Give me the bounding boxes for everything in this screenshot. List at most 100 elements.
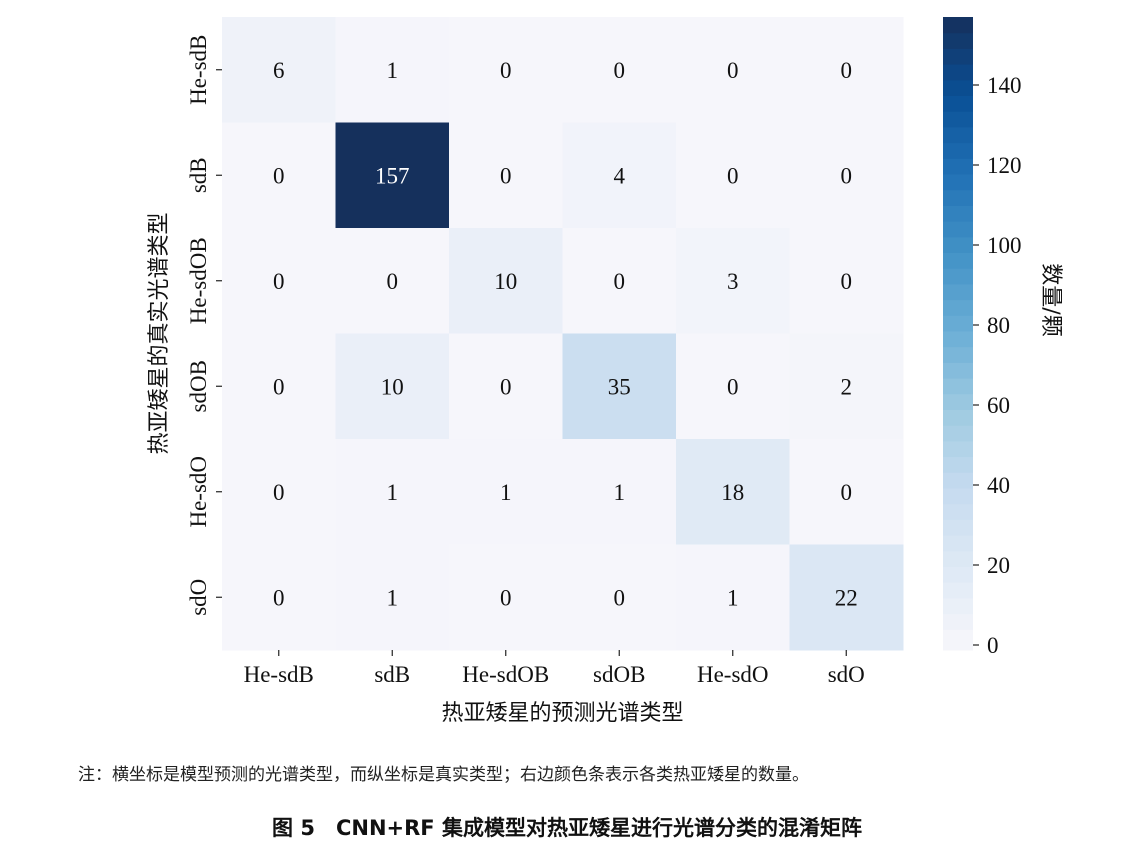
cell-value-label: 22 <box>835 585 858 610</box>
colorbar-segment <box>943 346 973 363</box>
colorbar-segment <box>943 126 973 144</box>
figure-caption: 图 5 CNN+RF 集成模型对热亚矮星进行光谱分类的混淆矩阵 <box>272 816 862 840</box>
cell-value-label: 0 <box>841 480 853 505</box>
cell-value-label: 18 <box>721 480 744 505</box>
cell-value-label: 0 <box>273 163 285 188</box>
cell-value-label: 0 <box>727 374 739 399</box>
heatmap-cell <box>562 439 677 545</box>
colorbar-segment <box>943 299 973 316</box>
x-tick-label: sdO <box>828 662 865 687</box>
heatmap-cell <box>676 17 790 123</box>
colorbar-tick-label: 120 <box>987 153 1022 178</box>
colorbar-segment <box>943 378 973 395</box>
heatmap-cell <box>676 333 790 440</box>
heatmap-cell <box>222 17 336 123</box>
colorbar-segment <box>943 252 973 269</box>
heatmap-cell <box>449 544 563 651</box>
colorbar-segment <box>943 17 973 34</box>
heatmap-cell <box>789 333 904 440</box>
colorbar-segment <box>943 283 973 301</box>
heatmap-cell <box>449 333 563 440</box>
x-axis-label: 热亚矮星的预测光谱类型 <box>441 701 683 726</box>
cell-value-label: 1 <box>727 585 739 610</box>
cell-value-label: 4 <box>614 163 626 188</box>
y-tick-label: He-sdO <box>186 456 211 528</box>
cell-value-label: 0 <box>273 374 285 399</box>
heatmap-cell <box>562 544 677 651</box>
y-tick-label: He-sdB <box>186 35 211 105</box>
colorbar-segment <box>943 440 973 458</box>
colorbar-tick-label: 20 <box>987 553 1010 578</box>
cell-value-label: 10 <box>381 374 404 399</box>
cell-value-label: 0 <box>841 269 853 294</box>
heatmap-cell <box>335 228 450 334</box>
heatmap-cell <box>789 439 904 545</box>
heatmap-cell <box>222 544 336 651</box>
heatmap-cell <box>562 333 677 440</box>
y-tick-label: sdO <box>186 579 211 616</box>
colorbar-segment <box>943 535 973 552</box>
colorbar-segment <box>943 393 973 410</box>
colorbar-segment <box>943 236 973 253</box>
colorbar-tick-label: 100 <box>987 233 1022 258</box>
heatmap-cell <box>676 122 790 229</box>
colorbar-tick-label: 60 <box>987 393 1010 418</box>
cell-value-label: 0 <box>727 58 739 83</box>
cell-value-label: 0 <box>500 58 512 83</box>
cell-value-label: 0 <box>273 585 285 610</box>
heatmap-cell <box>222 228 336 334</box>
colorbar-segment <box>943 205 973 222</box>
colorbar-segment <box>943 315 973 332</box>
cell-value-label: 2 <box>841 374 853 399</box>
colorbar-segment <box>943 566 973 583</box>
y-tick-label: sdOB <box>186 360 211 412</box>
heatmap-cell <box>335 333 450 440</box>
cell-value-label: 0 <box>500 163 512 188</box>
cell-value-label: 1 <box>614 480 626 505</box>
x-tick-label: He-sdOB <box>462 662 549 687</box>
heatmap-cell <box>562 228 677 334</box>
colorbar-segment <box>943 95 973 112</box>
colorbar-segment <box>943 456 973 473</box>
colorbar-segment <box>943 111 973 128</box>
colorbar-segment <box>943 472 973 489</box>
cell-value-label: 0 <box>273 480 285 505</box>
heatmap-cell <box>335 122 450 229</box>
cell-value-label: 0 <box>841 58 853 83</box>
colorbar-segment <box>943 268 973 285</box>
cell-value-label: 0 <box>727 163 739 188</box>
figure-note: 注：横坐标是模型预测的光谱类型，而纵坐标是真实类型；右边颜色条表示各类热亚矮星的… <box>78 765 809 785</box>
heatmap-cell <box>222 439 336 545</box>
cell-value-label: 1 <box>500 480 512 505</box>
colorbar-tick-label: 0 <box>987 633 999 658</box>
heatmap-cell <box>449 17 563 123</box>
x-tick-label: sdB <box>374 662 410 687</box>
cell-value-label: 0 <box>387 269 399 294</box>
colorbar-segment <box>943 613 973 630</box>
heatmap-cell <box>449 439 563 545</box>
colorbar-segment <box>943 409 973 426</box>
colorbar-segment <box>943 64 973 81</box>
x-tick-label: sdOB <box>593 662 645 687</box>
colorbar-segment <box>943 488 973 505</box>
colorbar-label: 数量/颗 <box>1038 263 1063 336</box>
heatmap-cell <box>676 439 790 545</box>
cell-value-label: 0 <box>614 269 626 294</box>
x-tick-label: He-sdO <box>697 662 769 687</box>
colorbar-segment <box>943 597 973 615</box>
y-axis-label: 热亚矮星的真实光谱类型 <box>147 212 172 454</box>
heatmap-cell <box>449 122 563 229</box>
colorbar-segment <box>943 550 973 567</box>
colorbar-segment <box>943 331 973 348</box>
heatmap-cell <box>676 228 790 334</box>
y-tick-label: He-sdOB <box>186 237 211 324</box>
cell-value-label: 0 <box>614 585 626 610</box>
colorbar-segment <box>943 158 973 175</box>
colorbar-segment <box>943 221 973 238</box>
cell-value-label: 35 <box>608 374 631 399</box>
heatmap-cell <box>335 439 450 545</box>
colorbar-segment <box>943 582 973 599</box>
colorbar-segment <box>943 48 973 65</box>
cell-value-label: 1 <box>387 58 399 83</box>
cell-value-label: 3 <box>727 269 739 294</box>
